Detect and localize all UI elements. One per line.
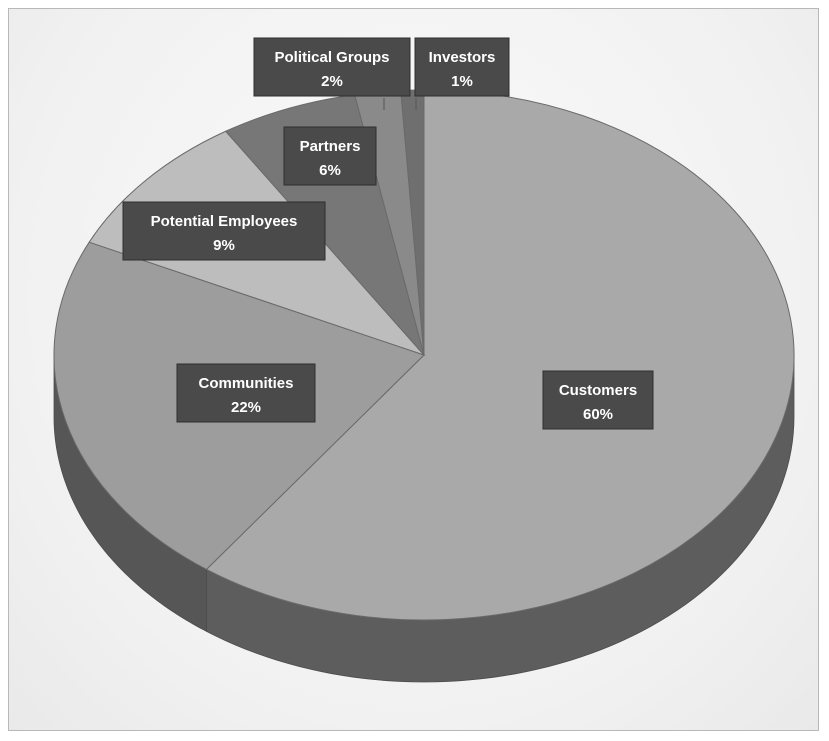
slice-value-label: 2% [321,73,343,90]
label-box [122,201,326,261]
slice-name-label: Customers [559,382,637,399]
pie-data-labels: Customers 60% Communities 22% Potential Empl… [122,37,654,430]
slice-name-label: Partners [300,138,361,155]
data-label-political-groups: Political Groups 2% [253,37,411,110]
slice-name-label: Communities [198,375,293,392]
data-label-communities: Communities 22% [176,363,316,423]
slice-name-label: Potential Employees [151,213,298,230]
data-label-partners: Partners 6% [283,126,377,186]
label-box [283,126,377,186]
label-box [414,37,510,97]
pie-slice-customers [205,89,795,621]
data-label-customers: Customers 60% [542,370,654,430]
slice-value-label: 1% [451,73,473,90]
slice-name-label: Investors [429,49,496,66]
slice-value-label: 6% [319,162,341,179]
slice-value-label: 22% [231,399,261,416]
label-box [176,363,316,423]
data-label-potential-employees: Potential Employees 9% [122,201,326,261]
slice-name-label: Political Groups [274,49,389,66]
slice-value-label: 9% [213,237,235,254]
pie-slices [53,89,795,621]
slice-value-label: 60% [583,406,613,423]
label-box [253,37,411,97]
label-box [542,370,654,430]
data-label-investors: Investors 1% [414,37,510,110]
